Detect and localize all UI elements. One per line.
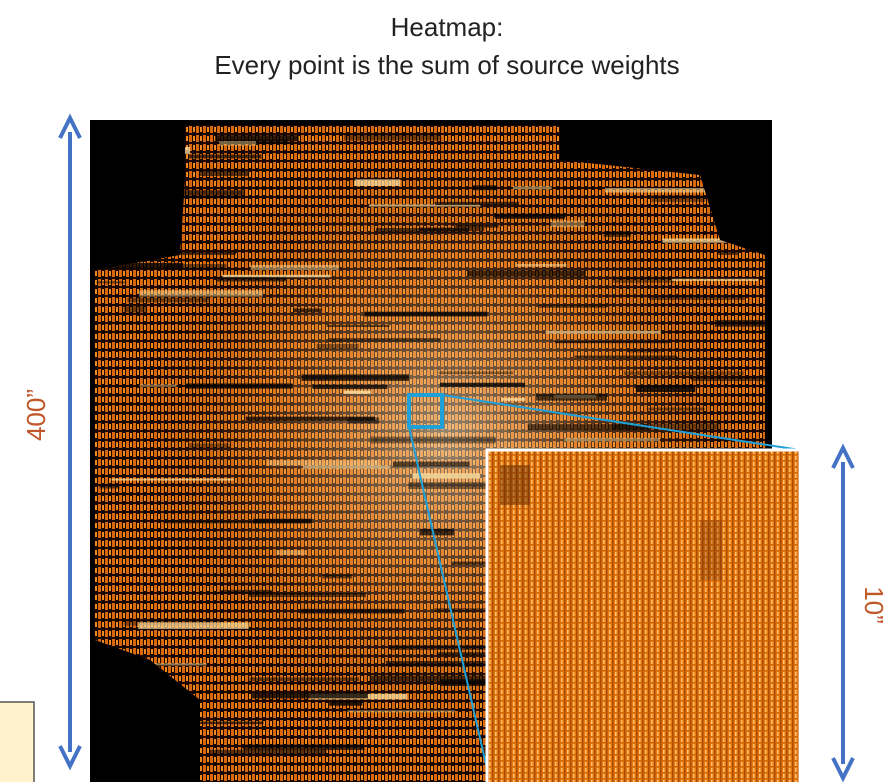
texture-streak <box>551 220 585 227</box>
texture-streak <box>370 437 495 444</box>
texture-streak <box>302 374 409 380</box>
texture-streak <box>253 519 312 524</box>
texture-streak <box>112 479 234 481</box>
texture-streak <box>252 693 368 698</box>
texture-streak <box>467 270 586 276</box>
scale-label: 400” <box>21 389 51 441</box>
texture-streak <box>189 443 229 448</box>
texture-streak <box>251 265 339 270</box>
texture-streak <box>647 408 704 411</box>
texture-streak <box>97 281 125 283</box>
texture-streak <box>189 155 261 159</box>
texture-streak <box>344 134 440 140</box>
texture-streak <box>455 225 498 228</box>
texture-streak <box>539 304 607 308</box>
texture-streak <box>249 677 358 681</box>
scale-label: 10” <box>859 586 889 624</box>
texture-streak <box>128 298 210 303</box>
texture-streak <box>355 179 401 186</box>
texture-streak <box>413 473 481 478</box>
texture-streak <box>613 277 674 283</box>
zoom-inset <box>487 450 800 782</box>
texture-streak <box>177 196 241 198</box>
texture-streak <box>389 645 489 650</box>
texture-streak <box>672 279 758 281</box>
texture-streak <box>322 574 352 578</box>
texture-streak <box>364 312 487 317</box>
left-arrow <box>60 118 80 766</box>
texture-streak <box>138 622 249 629</box>
texture-streak <box>501 398 525 401</box>
texture-streak <box>329 701 362 705</box>
texture-streak <box>267 460 379 466</box>
texture-streak <box>243 744 365 750</box>
texture-streak <box>328 338 440 342</box>
texture-streak <box>398 267 424 269</box>
texture-streak <box>276 550 305 555</box>
texture-streak <box>555 341 669 343</box>
texture-streak <box>564 438 660 441</box>
texture-streak <box>217 277 286 281</box>
texture-streak <box>124 306 147 312</box>
texture-streak <box>513 186 552 189</box>
title-line: Heatmap: <box>391 12 504 42</box>
texture-streak <box>293 308 321 312</box>
inset-dark-spot <box>700 520 722 580</box>
side-note-box <box>0 702 34 782</box>
texture-streak <box>344 391 371 394</box>
texture-streak <box>628 350 661 353</box>
texture-streak <box>348 417 379 423</box>
texture-streak <box>347 710 455 712</box>
texture-streak <box>536 394 607 401</box>
texture-streak <box>163 521 265 523</box>
texture-streak <box>652 195 706 202</box>
texture-streak <box>139 290 262 296</box>
texture-streak <box>209 750 326 755</box>
texture-streak <box>376 228 469 233</box>
texture-streak <box>140 384 177 386</box>
texture-streak <box>219 141 256 146</box>
texture-streak <box>301 609 404 614</box>
texture-streak <box>516 264 566 267</box>
texture-streak <box>575 356 678 358</box>
texture-streak <box>249 593 366 597</box>
texture-streak <box>220 590 272 593</box>
texture-streak <box>691 378 789 381</box>
texture-streak <box>99 484 119 489</box>
texture-streak <box>636 385 695 392</box>
texture-streak <box>604 231 631 237</box>
texture-streak <box>718 252 739 255</box>
texture-streak <box>327 325 390 327</box>
texture-streak <box>393 462 470 467</box>
inset-dark-spot <box>500 465 530 505</box>
title-line: Every point is the sum of source weights <box>214 50 679 80</box>
texture-streak <box>649 296 745 300</box>
texture-streak <box>440 383 525 387</box>
texture-streak <box>185 383 292 388</box>
texture-streak <box>472 185 497 190</box>
texture-streak <box>546 331 661 334</box>
texture-streak <box>313 385 388 389</box>
slide: Heatmap: Every point is the sum of sourc… <box>0 0 895 782</box>
page: Heatmap: Every point is the sum of sourc… <box>0 0 895 782</box>
texture-streak <box>420 529 454 536</box>
texture-streak <box>223 275 331 278</box>
texture-streak <box>199 171 249 176</box>
right-arrow <box>833 448 853 778</box>
texture-streak <box>435 202 519 205</box>
texture-streak <box>624 371 744 375</box>
texture-streak <box>215 135 299 141</box>
texture-streak <box>439 372 513 375</box>
texture-streak <box>317 344 359 349</box>
texture-streak <box>303 466 391 469</box>
texture-streak <box>495 214 565 219</box>
